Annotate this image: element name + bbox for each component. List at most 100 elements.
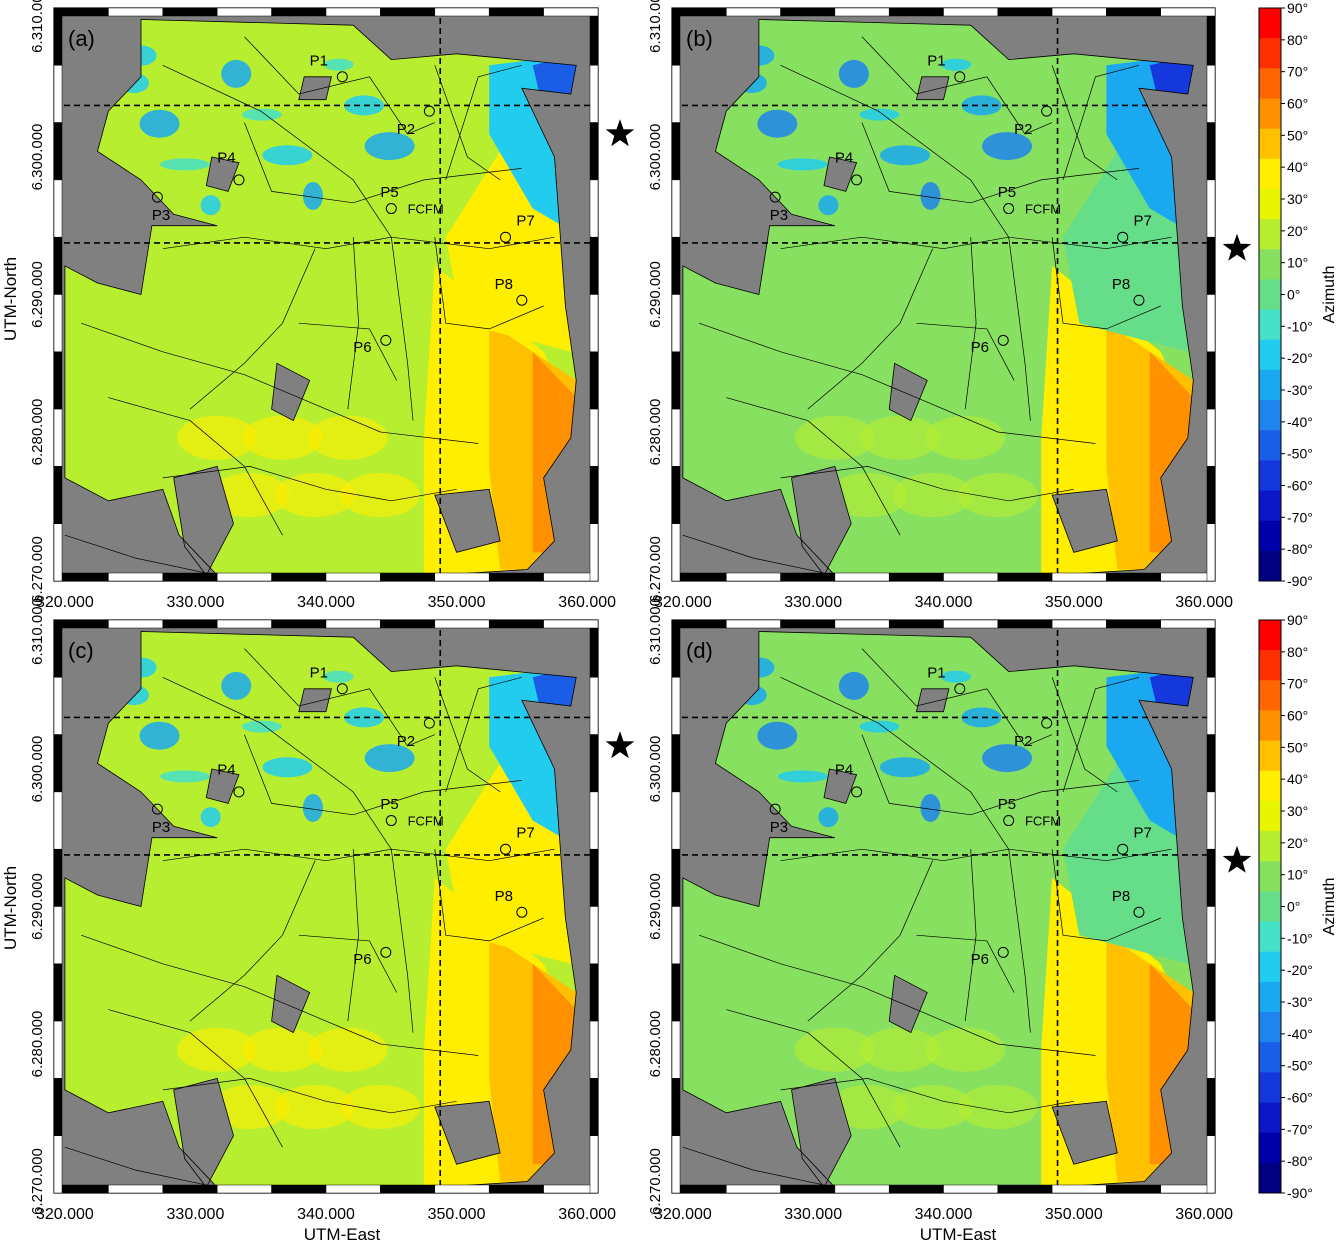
station-marker: [1003, 815, 1015, 827]
y-tick-label: 6.270.000: [29, 1148, 46, 1215]
colorbar-tick-label: -20°: [1287, 962, 1313, 978]
district-boundary: [861, 648, 1053, 747]
colorbar-tick-label: -70°: [1287, 509, 1313, 525]
panel-label: (d): [686, 638, 713, 663]
district-boundary: [189, 248, 316, 410]
colorbar-swatch: [1259, 158, 1281, 190]
masked-area: [298, 76, 332, 101]
district-boundary: [298, 934, 398, 993]
colorbar-swatch: [1259, 219, 1281, 250]
district-boundary: [244, 122, 522, 204]
y-tick-label: 6.270.000: [29, 536, 46, 603]
masked-area: [915, 688, 950, 713]
panel-label: (b): [686, 26, 713, 51]
x-tick-label: 320.000: [654, 1206, 712, 1223]
station-label: P7: [1134, 825, 1152, 842]
colorbar-tick-label: 0°: [1287, 899, 1300, 915]
station-marker: [233, 174, 245, 186]
x-tick-label: 360.000: [1175, 1206, 1233, 1223]
y-tick-label: 6.280.000: [29, 1011, 46, 1078]
y-tick-label: 6.310.000: [29, 598, 46, 665]
station-marker: [1133, 294, 1145, 306]
district-boundary: [861, 122, 1140, 204]
station-marker: [516, 906, 528, 918]
colorbar-tick-label: 90°: [1287, 0, 1308, 16]
colorbar-swatch: [1259, 279, 1281, 311]
station-marker: [1003, 203, 1015, 215]
colorbar-swatch: [1259, 680, 1281, 711]
colorbar-swatch: [1259, 951, 1281, 983]
district-boundary: [698, 322, 1096, 444]
station-label: P4: [217, 762, 235, 779]
station-label: P2: [397, 121, 415, 138]
district-boundary: [916, 934, 1015, 993]
x-tick-label: 340.000: [915, 594, 973, 611]
district-boundary: [108, 397, 283, 536]
colorbar-swatch: [1259, 1072, 1281, 1104]
colorbar-tick-label: -60°: [1287, 478, 1313, 494]
x-tick-label: 330.000: [167, 1206, 225, 1223]
x-tick-label: 360.000: [558, 594, 616, 611]
colorbar-tick-label: -50°: [1287, 1058, 1313, 1074]
district-boundary: [780, 64, 1009, 238]
colorbar-tick-label: 0°: [1287, 287, 1300, 303]
station-label: P1: [310, 664, 328, 681]
district-boundary: [244, 648, 435, 747]
district-boundary: [81, 934, 479, 1056]
station-marker: [769, 191, 781, 203]
x-tick-label: 330.000: [167, 594, 225, 611]
colorbar-swatch: [1259, 710, 1281, 742]
colorbar-swatch: [1259, 128, 1281, 160]
masked-area: [173, 1077, 234, 1189]
district-boundary: [726, 397, 901, 536]
station-label: P6: [971, 339, 989, 356]
station-marker: [151, 803, 163, 815]
colorbar-tick-label: 50°: [1287, 739, 1308, 755]
colorbar-tick-label: 80°: [1287, 32, 1308, 48]
colorbar-swatch: [1259, 650, 1281, 681]
station-marker: [851, 174, 863, 186]
station-marker: [954, 683, 966, 695]
site-label: FCFM: [408, 202, 444, 217]
district-boundary: [682, 1146, 835, 1188]
district-boundary: [682, 534, 835, 576]
colorbar-tick-label: -30°: [1287, 382, 1313, 398]
station-marker: [500, 843, 512, 855]
station-marker: [997, 334, 1009, 346]
station-marker: [500, 231, 512, 243]
colorbar-tick-label: -10°: [1287, 318, 1313, 334]
district-boundary: [1008, 237, 1031, 421]
x-tick-label: 350.000: [428, 1206, 486, 1223]
district-boundary: [445, 676, 522, 793]
site-label: FCFM: [1025, 814, 1061, 829]
masked-area: [888, 362, 928, 422]
district-boundary: [390, 237, 414, 421]
station-marker: [380, 946, 392, 958]
district-boundary: [445, 64, 522, 181]
station-marker: [1117, 231, 1129, 243]
station-label: P3: [770, 207, 788, 224]
station-label: P4: [835, 150, 853, 167]
y-tick-label: 6.280.000: [647, 1011, 664, 1078]
masked-area: [888, 974, 928, 1034]
colorbar-tick-label: 50°: [1287, 127, 1308, 143]
district-boundary: [434, 65, 501, 181]
district-boundary: [1051, 677, 1118, 793]
district-boundary: [726, 1009, 901, 1148]
y-tick-label: 6.300.000: [647, 124, 664, 191]
station-marker: [336, 683, 348, 695]
colorbar-tick-label: 70°: [1287, 64, 1308, 80]
x-axis-label: UTM-East: [920, 1225, 997, 1244]
district-boundary: [244, 36, 435, 135]
station-label: P3: [152, 207, 170, 224]
district-boundary: [64, 1146, 218, 1188]
masked-area: [434, 1100, 501, 1165]
colorbar-swatch: [1259, 831, 1281, 862]
colorbar-swatch: [1259, 1012, 1281, 1043]
station-label: P3: [152, 819, 170, 836]
station-label: P1: [310, 52, 328, 69]
station-label: P4: [835, 762, 853, 779]
station-label: P2: [1014, 733, 1032, 750]
station-label: P3: [770, 819, 788, 836]
